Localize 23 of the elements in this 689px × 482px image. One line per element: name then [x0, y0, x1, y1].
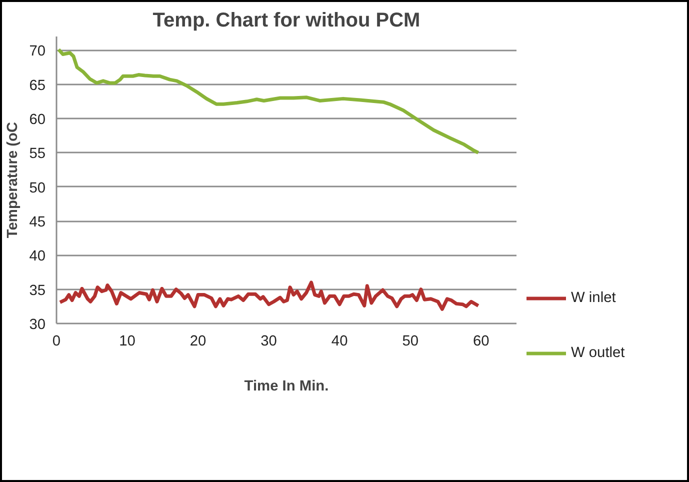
y-tick-label: 45: [29, 214, 46, 230]
y-tick-label: 30: [29, 317, 46, 333]
legend-label: W inlet: [571, 290, 616, 306]
x-tick-label: 20: [190, 334, 206, 350]
y-tick-label: 40: [29, 248, 46, 265]
y-tick-label: 70: [29, 44, 46, 60]
x-tick-label: 40: [331, 334, 348, 350]
y-tick-label: 60: [29, 112, 46, 128]
x-tick-label: 60: [472, 334, 490, 350]
x-tick-label: 50: [402, 334, 419, 350]
y-tick-label: 35: [29, 282, 46, 299]
line-series: [56, 48, 480, 154]
line-series: [58, 280, 480, 311]
chart-title: Temp. Chart for withou PCM: [152, 10, 420, 32]
y-tick-label: 55: [29, 146, 46, 162]
y-axis-title: Temperature (oC: [5, 121, 22, 238]
y-tick-label: 50: [29, 180, 46, 196]
x-tick-label: 0: [52, 334, 61, 350]
y-tick-label: 65: [29, 78, 46, 94]
x-tick-label: 30: [260, 334, 277, 350]
x-axis-title: Time In Min.: [244, 378, 329, 394]
x-tick-label: 10: [119, 334, 136, 350]
legend-label: W outlet: [571, 345, 625, 361]
